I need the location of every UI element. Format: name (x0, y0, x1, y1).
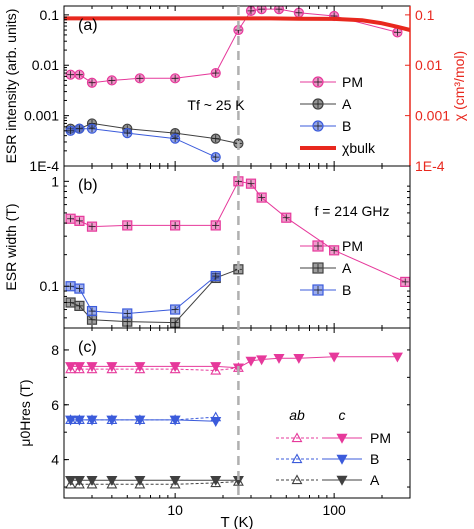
legend-c-marker-ab-1 (291, 453, 303, 464)
annotation-tf: Tf ~ 25 K (187, 97, 245, 113)
ylabel-1: ESR width (T) (3, 203, 19, 290)
axes-layer (63, 5, 411, 499)
legend-c-marker-ab-2 (291, 474, 303, 485)
legend-c-header-c: c (339, 407, 346, 423)
xtick-label-0: 10 (167, 502, 183, 518)
point-2-3-2 (86, 414, 98, 425)
legend-c-marker-c-1 (336, 454, 348, 465)
point-2-1-3 (106, 363, 118, 374)
legend-c-marker-c-0 (336, 433, 348, 444)
point-2-0-5 (169, 362, 181, 373)
point-2-3-4 (134, 414, 146, 425)
series-line-2-0 (70, 356, 398, 369)
point-2-0-2 (86, 362, 98, 373)
point-2-3-0 (65, 414, 77, 425)
point-2-0-11 (293, 353, 305, 364)
point-2-2-6 (210, 417, 222, 427)
ytick-label-1-0: 1 (51, 173, 59, 189)
point-2-0-12 (328, 352, 340, 363)
point-2-0-8 (245, 356, 257, 367)
point-2-1-4 (134, 363, 146, 374)
point-2-0-0 (65, 362, 77, 373)
ytick-right-label-3: 1E-4 (415, 158, 445, 174)
point-2-0-10 (273, 353, 285, 364)
legend-c-header-ab: ab (289, 407, 305, 423)
series-line-chi-bulk (64, 16, 410, 32)
point-2-3-5 (169, 414, 181, 425)
ytick-label-1-1: 0.1 (40, 278, 60, 294)
point-2-5-0 (65, 478, 77, 489)
ytick-label-2-0: 8 (51, 342, 59, 358)
ytick-label-2-2: 4 (51, 452, 59, 468)
legend-c-marker-c-2 (336, 475, 348, 486)
ytick-label-0-2: 0.001 (24, 108, 59, 124)
point-2-5-6 (210, 477, 222, 488)
point-2-5-3 (106, 478, 118, 489)
legend-a-label-bulk: χbulk (342, 140, 376, 156)
ylabel-0: ESR intensity (arb. units) (3, 9, 19, 164)
ylabel-right: χ (cm³/mol) (451, 51, 467, 121)
ylabel-2: μ0Hres (T) (17, 379, 33, 446)
legend-c-marker-ab-0 (291, 432, 303, 443)
ytick-label-2-1: 6 (51, 397, 59, 413)
point-2-0-4 (134, 362, 146, 373)
panel-2-data (65, 352, 403, 489)
legend-a-label-1: A (342, 96, 352, 112)
panel-label-2: (c) (78, 339, 97, 356)
point-2-5-5 (169, 478, 181, 489)
point-2-3-6 (210, 411, 222, 422)
point-2-3-1 (73, 414, 85, 425)
point-2-1-1 (73, 363, 85, 374)
point-2-0-9 (256, 355, 268, 366)
legend-c-label-1: B (370, 451, 379, 467)
point-2-0-3 (106, 362, 118, 373)
point-2-5-1 (73, 478, 85, 489)
legend-a-label-0: PM (342, 74, 363, 90)
point-2-1-6 (210, 364, 222, 375)
ytick-label-0-1: 0.01 (32, 57, 59, 73)
ytick-right-label-2: 0.001 (415, 108, 450, 124)
legend-b-label-1: A (342, 260, 352, 276)
ytick-label-0-0: 0.1 (40, 7, 60, 23)
point-2-3-3 (106, 414, 118, 425)
text-layer: 0.1 0.01 0.001 1E-4 0.1 0.01 0.001 1E-4 χ (cm³/m… (3, 7, 467, 529)
legend-c-label-2: A (370, 472, 380, 488)
xtick-label-1: 100 (322, 502, 346, 518)
point-2-0-13 (391, 352, 403, 363)
annotation-freq: f = 214 GHz (314, 203, 389, 219)
point-2-5-2 (86, 478, 98, 489)
point-2-1-5 (169, 363, 181, 374)
series-line-2-3 (70, 416, 216, 421)
legend-b-label-2: B (342, 282, 351, 298)
panel-0-data (64, 6, 410, 163)
panel-label-1: (b) (78, 177, 98, 194)
ytick-right-label-0: 0.1 (415, 7, 435, 23)
point-2-5-4 (134, 478, 146, 489)
ytick-label-0-3: 1E-4 (29, 158, 59, 174)
legend-c-label-0: PM (370, 430, 391, 446)
point-2-4-6 (210, 475, 222, 486)
ytick-right-label-1: 0.01 (415, 57, 442, 73)
x-axis-label: T (K) (220, 514, 253, 529)
panel-2-frame (63, 327, 411, 499)
data-layer (64, 6, 410, 489)
panel-label-0: (a) (78, 17, 98, 34)
panel-1-data (65, 176, 410, 328)
legend-b-label-0: PM (342, 238, 363, 254)
legend-a-label-2: B (342, 118, 351, 134)
point-2-0-1 (73, 362, 85, 373)
point-2-1-2 (86, 363, 98, 374)
point-2-1-0 (65, 363, 77, 374)
point-2-5-7 (232, 475, 244, 486)
